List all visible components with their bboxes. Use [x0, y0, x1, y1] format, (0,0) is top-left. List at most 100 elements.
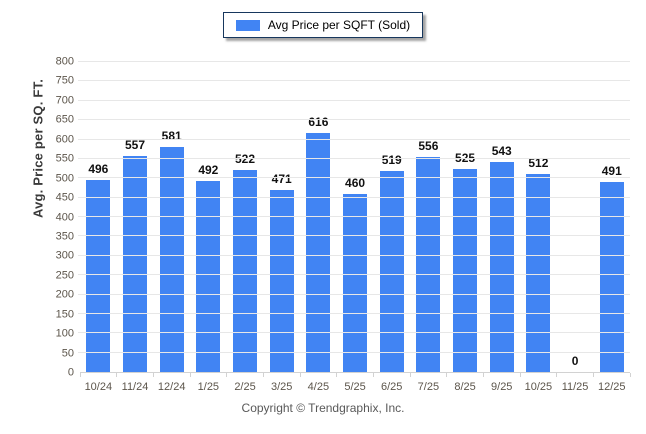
bar[interactable]	[86, 179, 111, 372]
legend-item[interactable]: Avg Price per SQFT (Sold)	[222, 12, 424, 38]
bar-slot: 557	[117, 62, 154, 372]
legend-container: Avg Price per SQFT (Sold)	[0, 12, 646, 38]
x-tick-label: 6/25	[381, 381, 403, 393]
x-tick-label: 10/25	[524, 381, 553, 393]
bar-slot: 0	[557, 62, 594, 372]
x-tick-label: 5/25	[344, 381, 366, 393]
y-tick-label: 500	[55, 172, 74, 185]
bar-value-label: 491	[601, 163, 622, 178]
bar-value-label: 0	[571, 354, 579, 368]
x-tick-label: 11/24	[121, 381, 149, 393]
gridline	[78, 99, 630, 101]
bar-slot: 512	[520, 62, 557, 372]
bar-slot: 496	[80, 62, 117, 372]
gridline	[78, 351, 630, 353]
bar[interactable]	[196, 181, 221, 372]
bar-slot: 519	[373, 62, 410, 372]
bar[interactable]	[269, 189, 294, 372]
gridline	[78, 177, 630, 179]
y-tick-label: 650	[55, 113, 74, 126]
bar-slot: 492	[190, 62, 227, 372]
x-axis-tick	[116, 373, 118, 377]
bar[interactable]	[306, 133, 331, 372]
bar[interactable]	[526, 173, 551, 372]
bar-value-label: 557	[124, 138, 146, 153]
legend-label: Avg Price per SQFT (Sold)	[267, 18, 411, 32]
bar-slot: 460	[337, 62, 374, 372]
bar-slot: 616	[300, 62, 337, 372]
bar-value-label: 512	[528, 155, 549, 170]
bar-slot: 581	[153, 62, 190, 372]
x-axis-tick	[409, 373, 411, 377]
bar-slot: 491	[593, 62, 630, 372]
x-axis-tick	[556, 373, 558, 377]
y-tick-label: 550	[55, 152, 74, 165]
bar-slot: 525	[447, 62, 484, 372]
gridline	[78, 293, 630, 295]
bar-value-label: 496	[88, 161, 109, 176]
bar-slot: 556	[410, 62, 447, 372]
x-axis-tick	[592, 373, 594, 377]
y-tick-label: 800	[55, 55, 74, 68]
bar[interactable]	[159, 146, 184, 372]
bars-row: 496 557 581 492 522 471 616 460 519 556 525 543 512 0…	[80, 62, 630, 372]
x-axis-tick	[79, 373, 81, 377]
x-axis-tick	[336, 373, 338, 377]
gridline	[78, 138, 630, 140]
gridline	[78, 61, 630, 62]
gridline	[78, 119, 630, 121]
bar[interactable]	[599, 181, 624, 372]
x-tick-label: 10/24	[84, 381, 113, 393]
bar[interactable]	[379, 170, 404, 372]
x-tick-label: 4/25	[307, 381, 330, 393]
bar[interactable]	[416, 156, 441, 372]
plot-area: 496 557 581 492 522 471 616 460 519 556 525 543 512 0…	[78, 61, 630, 373]
x-tick-label: 3/25	[270, 381, 293, 393]
y-tick-label: 250	[55, 269, 74, 282]
x-tick-label: 7/25	[417, 381, 440, 393]
bar[interactable]	[123, 156, 147, 372]
gridline	[78, 274, 630, 276]
bar[interactable]	[489, 161, 514, 372]
x-axis-tick	[482, 373, 484, 377]
x-axis-tick	[519, 373, 521, 377]
x-tick-label: 12/24	[157, 381, 186, 393]
x-axis-tick	[629, 373, 631, 377]
x-axis-tick	[446, 373, 448, 377]
x-ticks	[79, 373, 631, 378]
gridline	[78, 157, 630, 159]
bar-value-label: 492	[198, 163, 219, 178]
gridline	[78, 80, 630, 82]
y-tick-label: 0	[67, 366, 74, 379]
y-tick-label: 100	[55, 327, 74, 340]
bar-value-label: 581	[161, 128, 182, 143]
bar[interactable]	[453, 168, 478, 372]
y-tick-label: 700	[55, 94, 74, 107]
bar[interactable]	[233, 169, 258, 372]
x-tick-label: 1/25	[197, 381, 220, 393]
gridline	[78, 235, 630, 237]
x-axis: 10/24 11/24 12/24 1/25 2/25 3/25 4/25 5/25 6/25 7…	[80, 381, 630, 393]
gridline	[78, 312, 630, 314]
y-axis: 0 50 100 150 200 250 300 350 400 450 500 550 600 650 7…	[0, 56, 74, 378]
y-tick-label: 350	[55, 230, 74, 243]
bar-value-label: 556	[418, 138, 439, 153]
bar-slot: 543	[483, 62, 520, 372]
bar[interactable]	[343, 193, 368, 372]
bar-value-label: 519	[381, 152, 402, 167]
y-tick-label: 750	[55, 74, 74, 87]
gridline	[78, 254, 630, 256]
bar-slot: 471	[263, 62, 300, 372]
x-tick-label: 8/25	[454, 381, 476, 393]
bar-value-label: 525	[455, 150, 476, 165]
y-tick-label: 50	[61, 347, 74, 360]
x-axis-tick	[372, 373, 374, 377]
x-axis-tick	[226, 373, 228, 377]
bar-slot: 522	[227, 62, 264, 372]
legend-swatch-icon	[235, 19, 260, 31]
gridline	[78, 332, 630, 334]
x-axis-tick	[299, 373, 301, 377]
y-tick-label: 400	[55, 211, 74, 223]
y-tick-label: 600	[55, 133, 74, 146]
bar-value-label: 616	[308, 115, 329, 130]
